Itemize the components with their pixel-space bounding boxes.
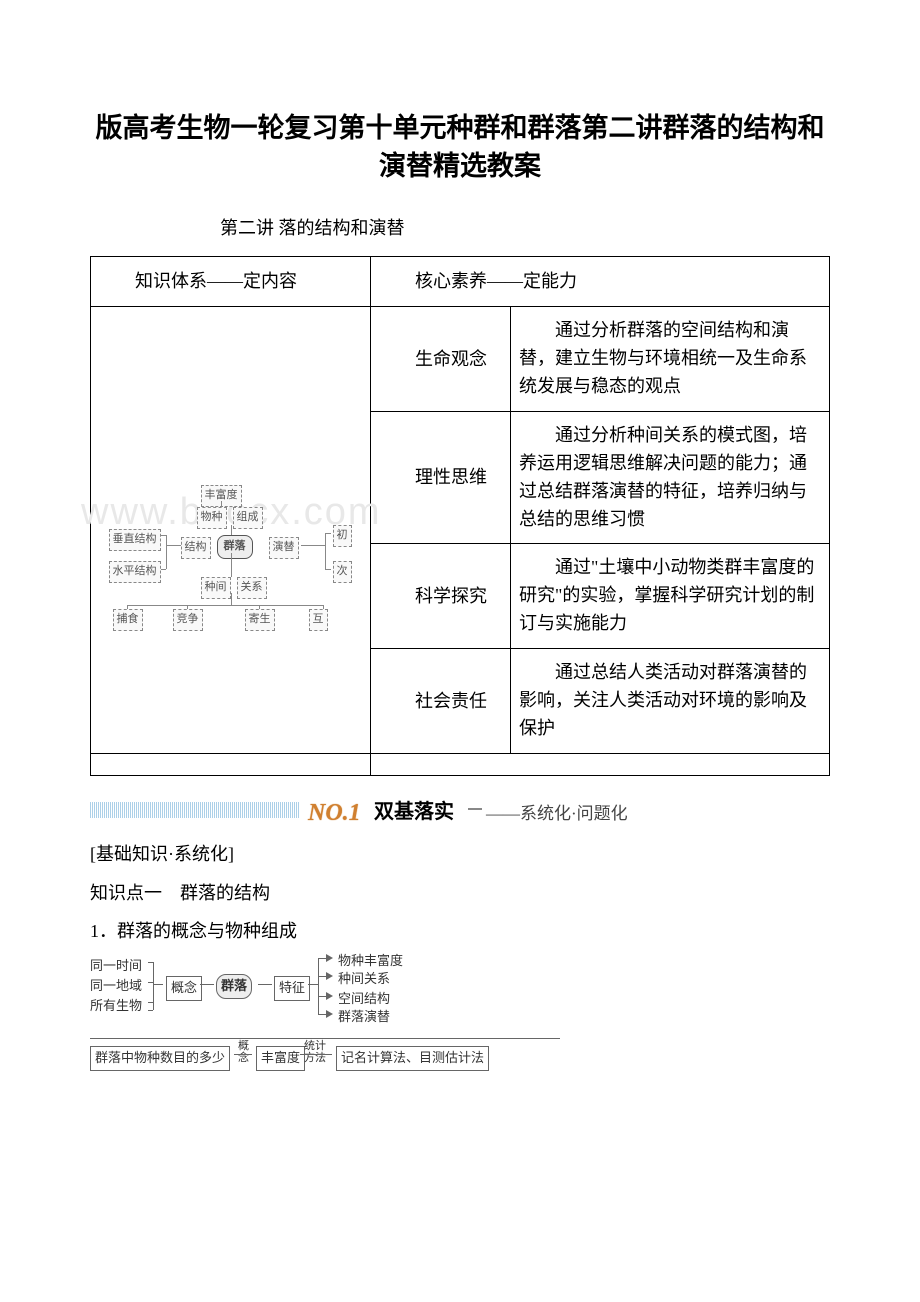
banner-sub-text: ——系统化·问题化	[486, 800, 628, 827]
page-title: 版高考生物一轮复习第十单元种群和群落第二讲群落的结构和演替精选教案	[90, 110, 830, 186]
table-header-row: 知识体系——定内容 核心素养——定能力	[91, 257, 830, 307]
banner-number: NO.1	[308, 794, 361, 832]
concept-diagram: 同一时间 同一地域 所有生物 概念 群落 特征 物种丰富度 种间关系 空间结构 …	[90, 954, 570, 1104]
desc-social-responsibility: 通过总结人类活动对群落演替的影响，关注人类活动对环境的影响及保护	[511, 649, 830, 754]
lecture-subtitle: 第二讲 落的结构和演替	[220, 214, 830, 243]
item-1-title: 1．群落的概念与物种组成	[90, 917, 830, 946]
desc-life-concept: 通过分析群落的空间结构和演替，建立生物与环境相统一及生命系统发展与稳态的观点	[511, 307, 830, 412]
node-competition: 竞争	[173, 609, 203, 631]
system-diagram-cell: www.bdocx.com 丰富度 物种 组成 垂直结构 结构 群落 演替 初 …	[91, 307, 371, 754]
banner-hatch-decoration	[90, 802, 300, 818]
cd-features: 特征	[274, 976, 310, 1001]
cd-richness: 丰富度	[256, 1046, 305, 1071]
desc-rational-thinking: 通过分析种间关系的模式图，培养运用逻辑思维解决问题的能力；通过总结群落演替的特征…	[511, 411, 830, 544]
cd-all-organisms: 所有生物	[90, 996, 142, 1017]
competency-life-concept: 生命观念	[371, 307, 511, 412]
node-parasitism: 寄生	[245, 609, 275, 631]
banner-line-decoration	[468, 808, 482, 810]
cd-community: 群落	[216, 974, 252, 999]
table-row: www.bdocx.com 丰富度 物种 组成 垂直结构 结构 群落 演替 初 …	[91, 307, 830, 412]
banner-main-text: 双基落实	[374, 796, 454, 828]
cd-concept: 概念	[166, 976, 202, 1001]
competency-scientific-inquiry: 科学探究	[371, 544, 511, 649]
competency-table: 知识体系——定内容 核心素养——定能力 www.bdocx.com 丰富度 物种…	[90, 256, 830, 775]
cd-interspecies-relation: 种间关系	[338, 969, 390, 990]
cd-stat-label: 统计方法	[304, 1040, 326, 1064]
cd-same-area: 同一地域	[90, 976, 142, 997]
node-relation: 关系	[237, 577, 267, 599]
cd-bottom-concept: 概念	[238, 1040, 249, 1064]
system-diagram: 丰富度 物种 组成 垂直结构 结构 群落 演替 初 水平结构 次 种间 关系 捕…	[101, 485, 361, 645]
node-secondary: 次	[333, 561, 352, 583]
node-mutualism: 互	[309, 609, 328, 631]
cd-methods: 记名计算法、目测估计法	[336, 1046, 489, 1071]
node-community: 群落	[217, 535, 253, 559]
node-succession: 演替	[269, 537, 299, 559]
node-composition: 组成	[233, 507, 263, 529]
header-knowledge-system: 知识体系——定内容	[91, 257, 371, 307]
cd-separator	[90, 1038, 560, 1039]
node-interspecies: 种间	[201, 577, 231, 599]
node-species: 物种	[197, 507, 227, 529]
section-label: [基础知识·系统化]	[90, 840, 830, 869]
node-vertical: 垂直结构	[109, 529, 161, 551]
cd-species-count: 群落中物种数目的多少	[90, 1046, 230, 1071]
cd-community-succession: 群落演替	[338, 1007, 390, 1028]
node-predation: 捕食	[113, 609, 143, 631]
table-empty-row	[91, 753, 830, 775]
node-horizontal: 水平结构	[109, 561, 161, 583]
competency-rational-thinking: 理性思维	[371, 411, 511, 544]
node-structure: 结构	[181, 537, 211, 559]
header-core-competency: 核心素养——定能力	[371, 257, 830, 307]
desc-scientific-inquiry: 通过"土壤中小动物类群丰富度的研究"的实验，掌握科学研究计划的制订与实施能力	[511, 544, 830, 649]
node-primary: 初	[333, 525, 352, 547]
knowledge-point-title: 知识点一 群落的结构	[90, 879, 830, 908]
cd-same-time: 同一时间	[90, 956, 142, 977]
competency-social-responsibility: 社会责任	[371, 649, 511, 754]
section-banner: NO.1 双基落实 ——系统化·问题化	[90, 794, 830, 826]
